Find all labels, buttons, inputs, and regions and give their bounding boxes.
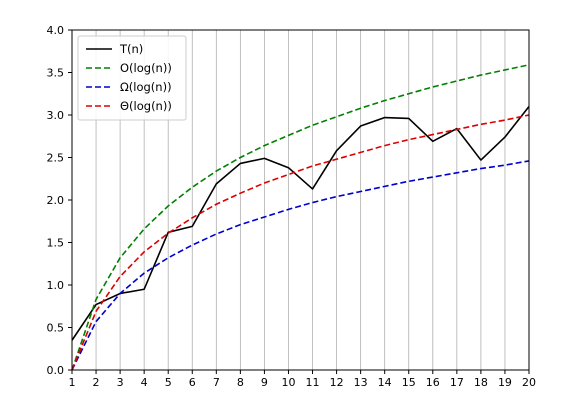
- y-tick-label: 0.0: [47, 364, 65, 377]
- y-tick-label: 1.5: [47, 237, 65, 250]
- legend-label: Ω(log(n)): [120, 80, 172, 94]
- y-tick-label: 3.0: [47, 109, 65, 122]
- x-tick-label: 12: [330, 376, 344, 389]
- x-tick-label: 9: [261, 376, 268, 389]
- series-line-2: [71, 160, 530, 371]
- x-tick-label: 5: [165, 376, 172, 389]
- series-line-3: [71, 114, 530, 371]
- legend-label: T(n): [119, 42, 143, 56]
- y-tick-label: 1.0: [47, 279, 65, 292]
- legend: T(n) O(log(n)) Ω(log(n)) Θ(log(n)): [77, 35, 187, 121]
- legend-label: Θ(log(n)): [120, 99, 172, 113]
- series-line-0: [71, 106, 530, 341]
- x-tick-label: 11: [306, 376, 320, 389]
- x-tick-label: 13: [354, 376, 368, 389]
- x-tick-label: 1: [69, 376, 76, 389]
- x-tick-label: 15: [402, 376, 416, 389]
- x-tick-label: 6: [189, 376, 196, 389]
- x-tick-label: 2: [93, 376, 100, 389]
- x-tick-label: 16: [426, 376, 440, 389]
- y-tick-label: 2.0: [47, 194, 65, 207]
- x-tick-label: 18: [474, 376, 488, 389]
- series-layer: [71, 64, 530, 371]
- x-tick-label: 20: [522, 376, 536, 389]
- y-tick-label: 2.5: [47, 152, 65, 165]
- x-tick-label: 3: [117, 376, 124, 389]
- x-tick-label: 7: [213, 376, 220, 389]
- x-tick-label: 4: [141, 376, 148, 389]
- x-tick-label: 14: [378, 376, 392, 389]
- series-line-1: [71, 64, 530, 371]
- legend-box: [77, 35, 187, 121]
- x-tick-label: 19: [498, 376, 512, 389]
- x-tick-label: 17: [450, 376, 464, 389]
- y-tick-label: 0.5: [47, 322, 65, 335]
- y-tick-label: 4.0: [47, 24, 65, 37]
- axes: 1 2 3 4 5 6 7 8 9 10 11 12 13 14 15 16 17 18 19 200.00.51.0…: [47, 24, 537, 389]
- y-tick-label: 3.5: [47, 67, 65, 80]
- legend-label: O(log(n)): [120, 61, 172, 75]
- x-tick-label: 8: [237, 376, 244, 389]
- x-tick-label: 10: [281, 376, 295, 389]
